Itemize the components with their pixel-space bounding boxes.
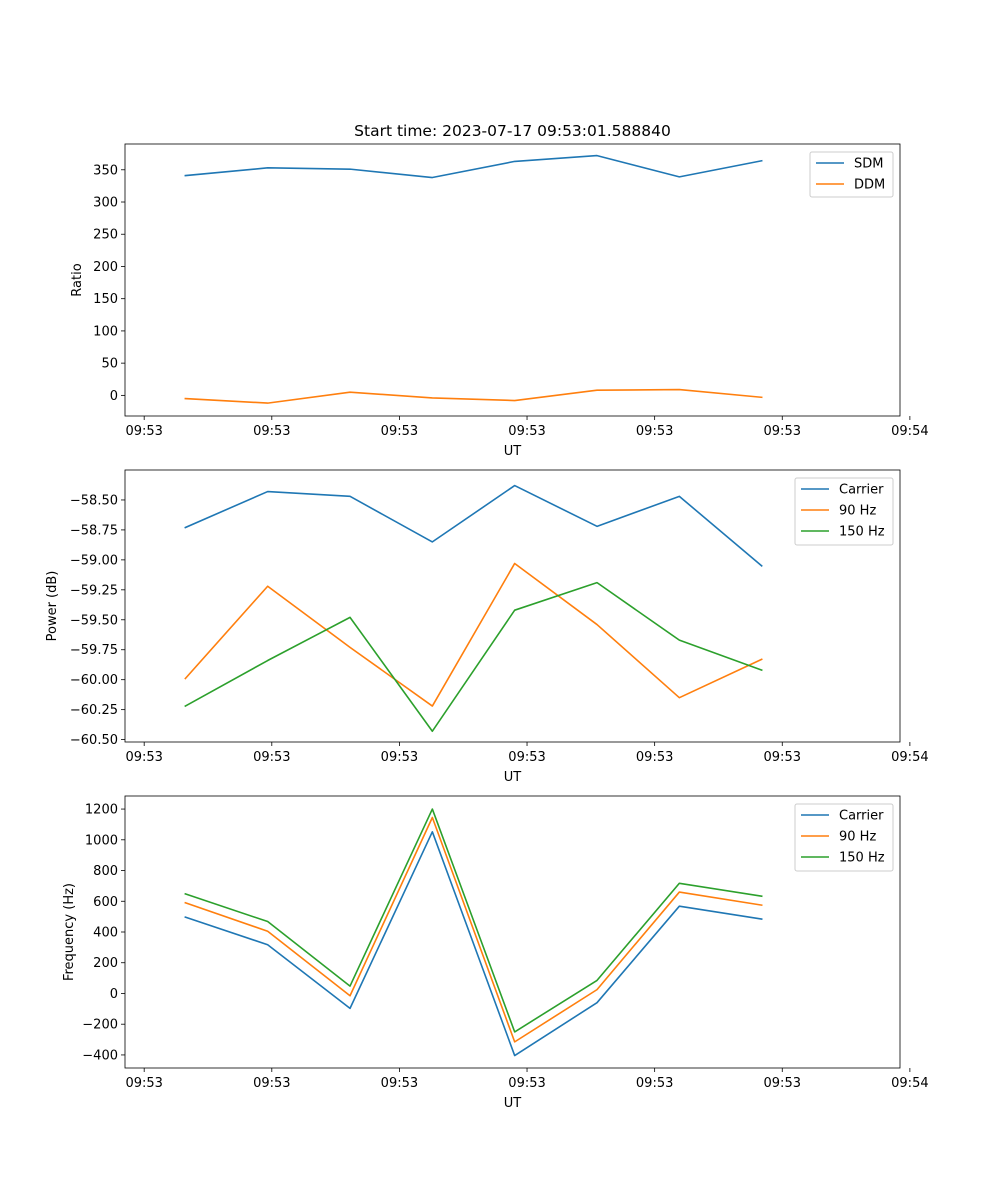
y-tick-label: 1000: [85, 833, 118, 848]
y-tick-label: 800: [93, 864, 118, 879]
x-tick-label: 09:53: [764, 1076, 801, 1091]
y-tick-label: −58.50: [70, 493, 118, 508]
y-tick-label: −59.75: [70, 643, 118, 658]
y-tick-label: 200: [93, 956, 118, 971]
legend: Carrier 90 Hz 150 Hz: [794, 477, 894, 546]
y-axis-label: Power (dB): [45, 571, 60, 642]
x-tick-label: 09:53: [253, 750, 290, 765]
y-tick-label: −400: [82, 1048, 118, 1063]
legend-entry: Carrier: [839, 809, 884, 824]
y-tick-label: 300: [93, 196, 118, 211]
series-line-carrier: [184, 831, 763, 1057]
y-tick-label: 0: [110, 389, 118, 404]
y-tick-label: −60.25: [70, 703, 118, 718]
legend-entry: DDM: [854, 178, 885, 193]
x-tick-label: 09:53: [764, 424, 801, 439]
y-tick-label: 200: [93, 260, 118, 275]
x-tick-label: 09:53: [508, 1076, 545, 1091]
y-axis-label: Frequency (Hz): [62, 883, 77, 981]
series-line-90-hz: [184, 562, 763, 707]
x-tick-label: 09:53: [636, 424, 673, 439]
series-line-ddm: [184, 388, 763, 404]
x-tick-label: 09:53: [508, 424, 545, 439]
plots-container: 09:53 09:53 09:53 09:53 09:53 09:53 09:54 0 50 10…: [45, 143, 929, 1111]
y-tick-label: 350: [93, 163, 118, 178]
legend: Carrier 90 Hz 150 Hz: [794, 803, 894, 872]
x-tick-label: 09:54: [891, 424, 928, 439]
subplot-2: 09:53 09:53 09:53 09:53 09:53 09:53 09:54 −60.5…: [45, 469, 929, 785]
figure-title: Start time: 2023-07-17 09:53:01.588840: [354, 122, 671, 140]
subplot-3: 09:53 09:53 09:53 09:53 09:53 09:53 09:54 −400 −…: [62, 795, 929, 1111]
series-line-carrier: [184, 484, 763, 567]
y-tick-label: −58.75: [70, 523, 118, 538]
axes-frame: [124, 143, 901, 417]
y-tick-label: 50: [101, 357, 118, 372]
legend-box: [794, 477, 894, 546]
legend: SDM DDM: [809, 151, 894, 198]
x-tick-label: 09:53: [508, 750, 545, 765]
x-tick-label: 09:53: [381, 424, 418, 439]
legend-entry: Carrier: [839, 483, 884, 498]
series-line-sdm: [184, 154, 763, 179]
y-tick-label: −60.50: [70, 733, 118, 748]
y-tick-label: 1200: [85, 803, 118, 818]
series-line-150-hz: [184, 581, 763, 733]
y-tick-label: −59.25: [70, 583, 118, 598]
y-tick-label: −59.50: [70, 613, 118, 628]
subplot-1: 09:53 09:53 09:53 09:53 09:53 09:53 09:54 0 50 10…: [70, 143, 929, 459]
x-tick-label: 09:53: [125, 1076, 162, 1091]
series-line-150-hz: [184, 808, 763, 1033]
x-axis-label: UT: [504, 444, 522, 459]
x-tick-label: 09:53: [636, 750, 673, 765]
legend-entry: 90 Hz: [839, 504, 876, 519]
x-tick-label: 09:53: [764, 750, 801, 765]
axes-frame: [124, 469, 901, 743]
y-tick-label: −59.00: [70, 553, 118, 568]
x-tick-label: 09:54: [891, 1076, 928, 1091]
x-tick-label: 09:53: [125, 424, 162, 439]
x-tick-label: 09:53: [253, 424, 290, 439]
x-tick-label: 09:53: [381, 750, 418, 765]
y-tick-label: 600: [93, 895, 118, 910]
y-tick-label: 100: [93, 324, 118, 339]
legend-box: [794, 803, 894, 872]
x-axis-label: UT: [504, 770, 522, 785]
x-tick-label: 09:53: [381, 1076, 418, 1091]
series-line-90-hz: [184, 816, 763, 1043]
y-tick-label: 150: [93, 292, 118, 307]
y-tick-label: −200: [82, 1018, 118, 1033]
legend-entry: SDM: [854, 157, 883, 172]
x-tick-label: 09:53: [253, 1076, 290, 1091]
x-tick-label: 09:54: [891, 750, 928, 765]
y-tick-label: −60.00: [70, 673, 118, 688]
x-axis-label: UT: [504, 1096, 522, 1111]
legend-entry: 90 Hz: [839, 830, 876, 845]
x-tick-label: 09:53: [125, 750, 162, 765]
legend-entry: 150 Hz: [839, 525, 885, 540]
y-tick-label: 250: [93, 228, 118, 243]
y-axis-label: Ratio: [70, 263, 85, 296]
y-tick-label: 0: [110, 987, 118, 1002]
legend-entry: 150 Hz: [839, 851, 885, 866]
y-tick-label: 400: [93, 926, 118, 941]
x-tick-label: 09:53: [636, 1076, 673, 1091]
